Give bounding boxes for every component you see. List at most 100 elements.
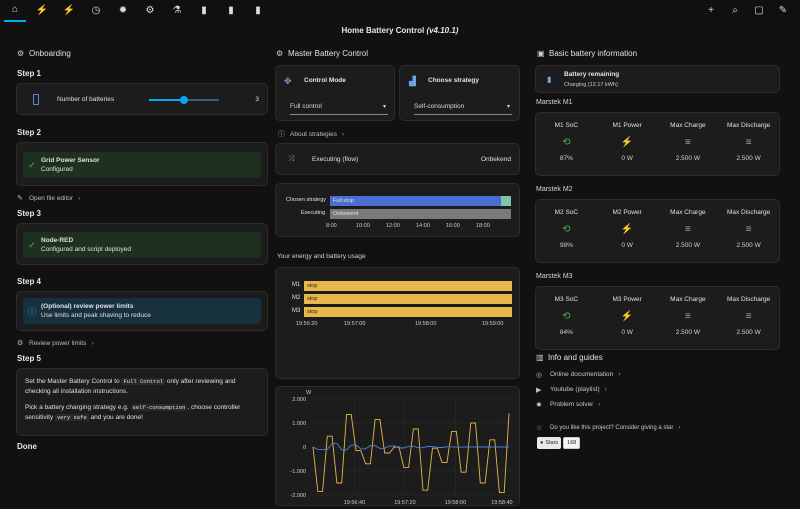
github-star-badge[interactable]: ● Stars 168 (537, 437, 782, 449)
batteries-count-value: 3 (255, 96, 259, 103)
about-strategies-link[interactable]: ⓘ About strategies › (274, 126, 344, 142)
timeline-bar-strategy: Full stop (330, 196, 501, 206)
power-value: 0 W (621, 242, 633, 249)
batteries-slider[interactable] (149, 96, 219, 104)
chevron-right-icon: › (618, 371, 621, 378)
soc-label: M3 SoC (554, 296, 579, 303)
timeline-bar-text: Onbekend (333, 211, 359, 217)
strategy-select[interactable]: Self-consumption ▾ (414, 99, 512, 115)
bug-icon[interactable]: ✹ (112, 0, 134, 22)
page-title: Home Battery Control (v4.10.1) (0, 26, 800, 35)
star-project-label: Do you like this project? Consider givin… (550, 424, 674, 431)
battery-charging-icon[interactable]: ▮ (220, 0, 242, 22)
max-charge-cell[interactable]: Max Charge ≡ 2.500 W (658, 209, 719, 280)
max-discharge-value: 2.500 W (736, 242, 761, 249)
max-discharge-cell[interactable]: Max Discharge ≡ 2.500 W (718, 122, 779, 193)
caret-down-icon: ▾ (382, 104, 386, 110)
max-charge-cell[interactable]: Max Charge ≡ 2.500 W (658, 122, 719, 193)
about-strategies-label: About strategies (290, 130, 337, 138)
master-control-header: ⚙ Master Battery Control (274, 44, 522, 62)
alert-text: Use limits and peak shaving to reduce (41, 312, 151, 319)
step-2-label: Step 2 (17, 127, 42, 137)
max-charge-cell[interactable]: Max Charge ≡ 2.500 W (658, 296, 719, 367)
slider-handle[interactable] (180, 96, 188, 104)
max-discharge-value: 2.500 W (736, 329, 761, 336)
plus-icon[interactable]: + (700, 0, 722, 22)
step-1-label: Step 1 (17, 68, 42, 78)
transmission-tower-icon[interactable]: ⚡ (31, 0, 53, 22)
strategy-title: Choose strategy (428, 77, 479, 84)
message-icon[interactable]: ▢ (748, 0, 770, 22)
pencil-icon[interactable]: ✎ (772, 0, 794, 22)
battery-icon (33, 94, 39, 105)
chevron-right-icon: › (678, 424, 681, 431)
power-limits-card: ⓘ (Optional) review power limits Use lim… (16, 291, 268, 331)
control-mode-card: ✥ Control Mode Full control ▾ (275, 65, 395, 121)
open-file-editor-link[interactable]: ✎ Open file editor › (10, 190, 268, 206)
flask-icon[interactable]: ⚗ (166, 0, 188, 22)
cog-icon[interactable]: ⚙ (139, 0, 161, 22)
guide-youtube[interactable]: ▶ Youtube (playlist) › (536, 382, 782, 397)
max-charge-value: 2.500 W (675, 155, 700, 162)
y-tick-label: 1.000 (292, 421, 306, 427)
soc-cell[interactable]: M3 SoC ⟲ 84% (536, 296, 597, 367)
alert-text: Configured (41, 166, 73, 173)
battery-remaining-card[interactable]: ▮ Battery remaining Charging (12.17 kWh) (535, 65, 780, 93)
usage-row-label: M1 (292, 282, 301, 288)
home-glyph: ⌂ (11, 4, 19, 15)
timeline-tick: 10:00 (356, 223, 370, 229)
usage-tick: 19:56:20 (296, 321, 318, 327)
star-button[interactable]: ● Stars (537, 437, 562, 449)
max-discharge-cell[interactable]: Max Discharge ≡ 2.500 W (718, 296, 779, 367)
executing-value: Onbekend (481, 156, 511, 163)
guide-online-documentation[interactable]: ◎ Online documentation › (536, 367, 782, 382)
cog-icon: ⚙ (17, 48, 25, 58)
check-circle-icon: ✓ (28, 239, 36, 250)
power-cell[interactable]: M1 Power ⚡ 0 W (597, 122, 658, 193)
home-icon[interactable]: ⌂ (4, 0, 26, 22)
soc-label: M2 SoC (554, 209, 579, 216)
code-full-control: Full Control (121, 378, 166, 385)
plus-glyph: + (708, 5, 714, 16)
x-tick-label: 19:57:20 (394, 500, 415, 506)
done-label: Done (17, 441, 37, 451)
energy-usage-title: Your energy and battery usage (277, 253, 366, 260)
battery-charging-icon[interactable]: ▮ (193, 0, 215, 22)
star-project-link[interactable]: ☆ Do you like this project? Consider givi… (536, 420, 782, 435)
power-cell[interactable]: M3 Power ⚡ 0 W (597, 296, 658, 367)
arrows-icon: ✥ (284, 76, 292, 86)
battery-info-title: Basic battery information (549, 48, 638, 58)
power-cell[interactable]: M2 Power ⚡ 0 W (597, 209, 658, 280)
energy-timeline-card: M1 stop M2 stop M3 stop 19:56:20 19:57:0… (275, 267, 520, 379)
control-mode-select[interactable]: Full control ▾ (290, 99, 388, 115)
tune-icon: ≡ (745, 136, 752, 148)
usage-tick: 19:58:00 (415, 321, 437, 327)
timer-cog-icon[interactable]: ◷ (85, 0, 107, 22)
step-5-label: Step 5 (17, 353, 42, 363)
soc-cell[interactable]: M2 SoC ⟲ 98% (536, 209, 597, 280)
search-icon[interactable]: ⌕ (724, 0, 746, 22)
x-tick-label: 19:58:00 (445, 500, 466, 506)
max-discharge-cell[interactable]: Max Discharge ≡ 2.500 W (718, 209, 779, 280)
caret-down-icon: ▾ (506, 104, 510, 110)
battery-charging-icon[interactable]: ▮ (247, 0, 269, 22)
version-label: (v4.10.1) (426, 26, 459, 35)
github-icon: ● (540, 440, 544, 446)
power-label: M2 Power (612, 209, 642, 216)
tune-icon: ≡ (745, 310, 752, 322)
control-mode-title: Control Mode (304, 77, 346, 84)
usage-row-label: M2 (292, 295, 301, 301)
review-power-limits-label: Review power limits (29, 339, 87, 347)
y-tick-label: 2.000 (292, 397, 306, 403)
usage-bar-text: stop (307, 309, 318, 315)
guide-problem-solver[interactable]: ✹ Problem solver › (536, 397, 782, 412)
power-chart-card: W 2.000 1.000 0 -1.000 -2.000 19:56:40 19:57:20… (275, 386, 520, 506)
x-tick-label: 19:58:40 (491, 500, 512, 506)
review-power-limits-link[interactable]: ⚙ Review power limits › (10, 335, 268, 351)
battery-charging-icon: ⟲ (562, 223, 571, 235)
battery-group-m3: Marstek M3 M3 SoC ⟲ 84% M3 Power ⚡ 0 W Max C… (534, 269, 782, 355)
strategy-icon: ▟ (409, 76, 416, 86)
step-5-paragraph-2: Pick a battery charging strategy e.g. se… (25, 403, 259, 423)
soc-cell[interactable]: M1 SoC ⟲ 87% (536, 122, 597, 193)
transmission-tower-export-icon[interactable]: ⚡ (58, 0, 80, 22)
